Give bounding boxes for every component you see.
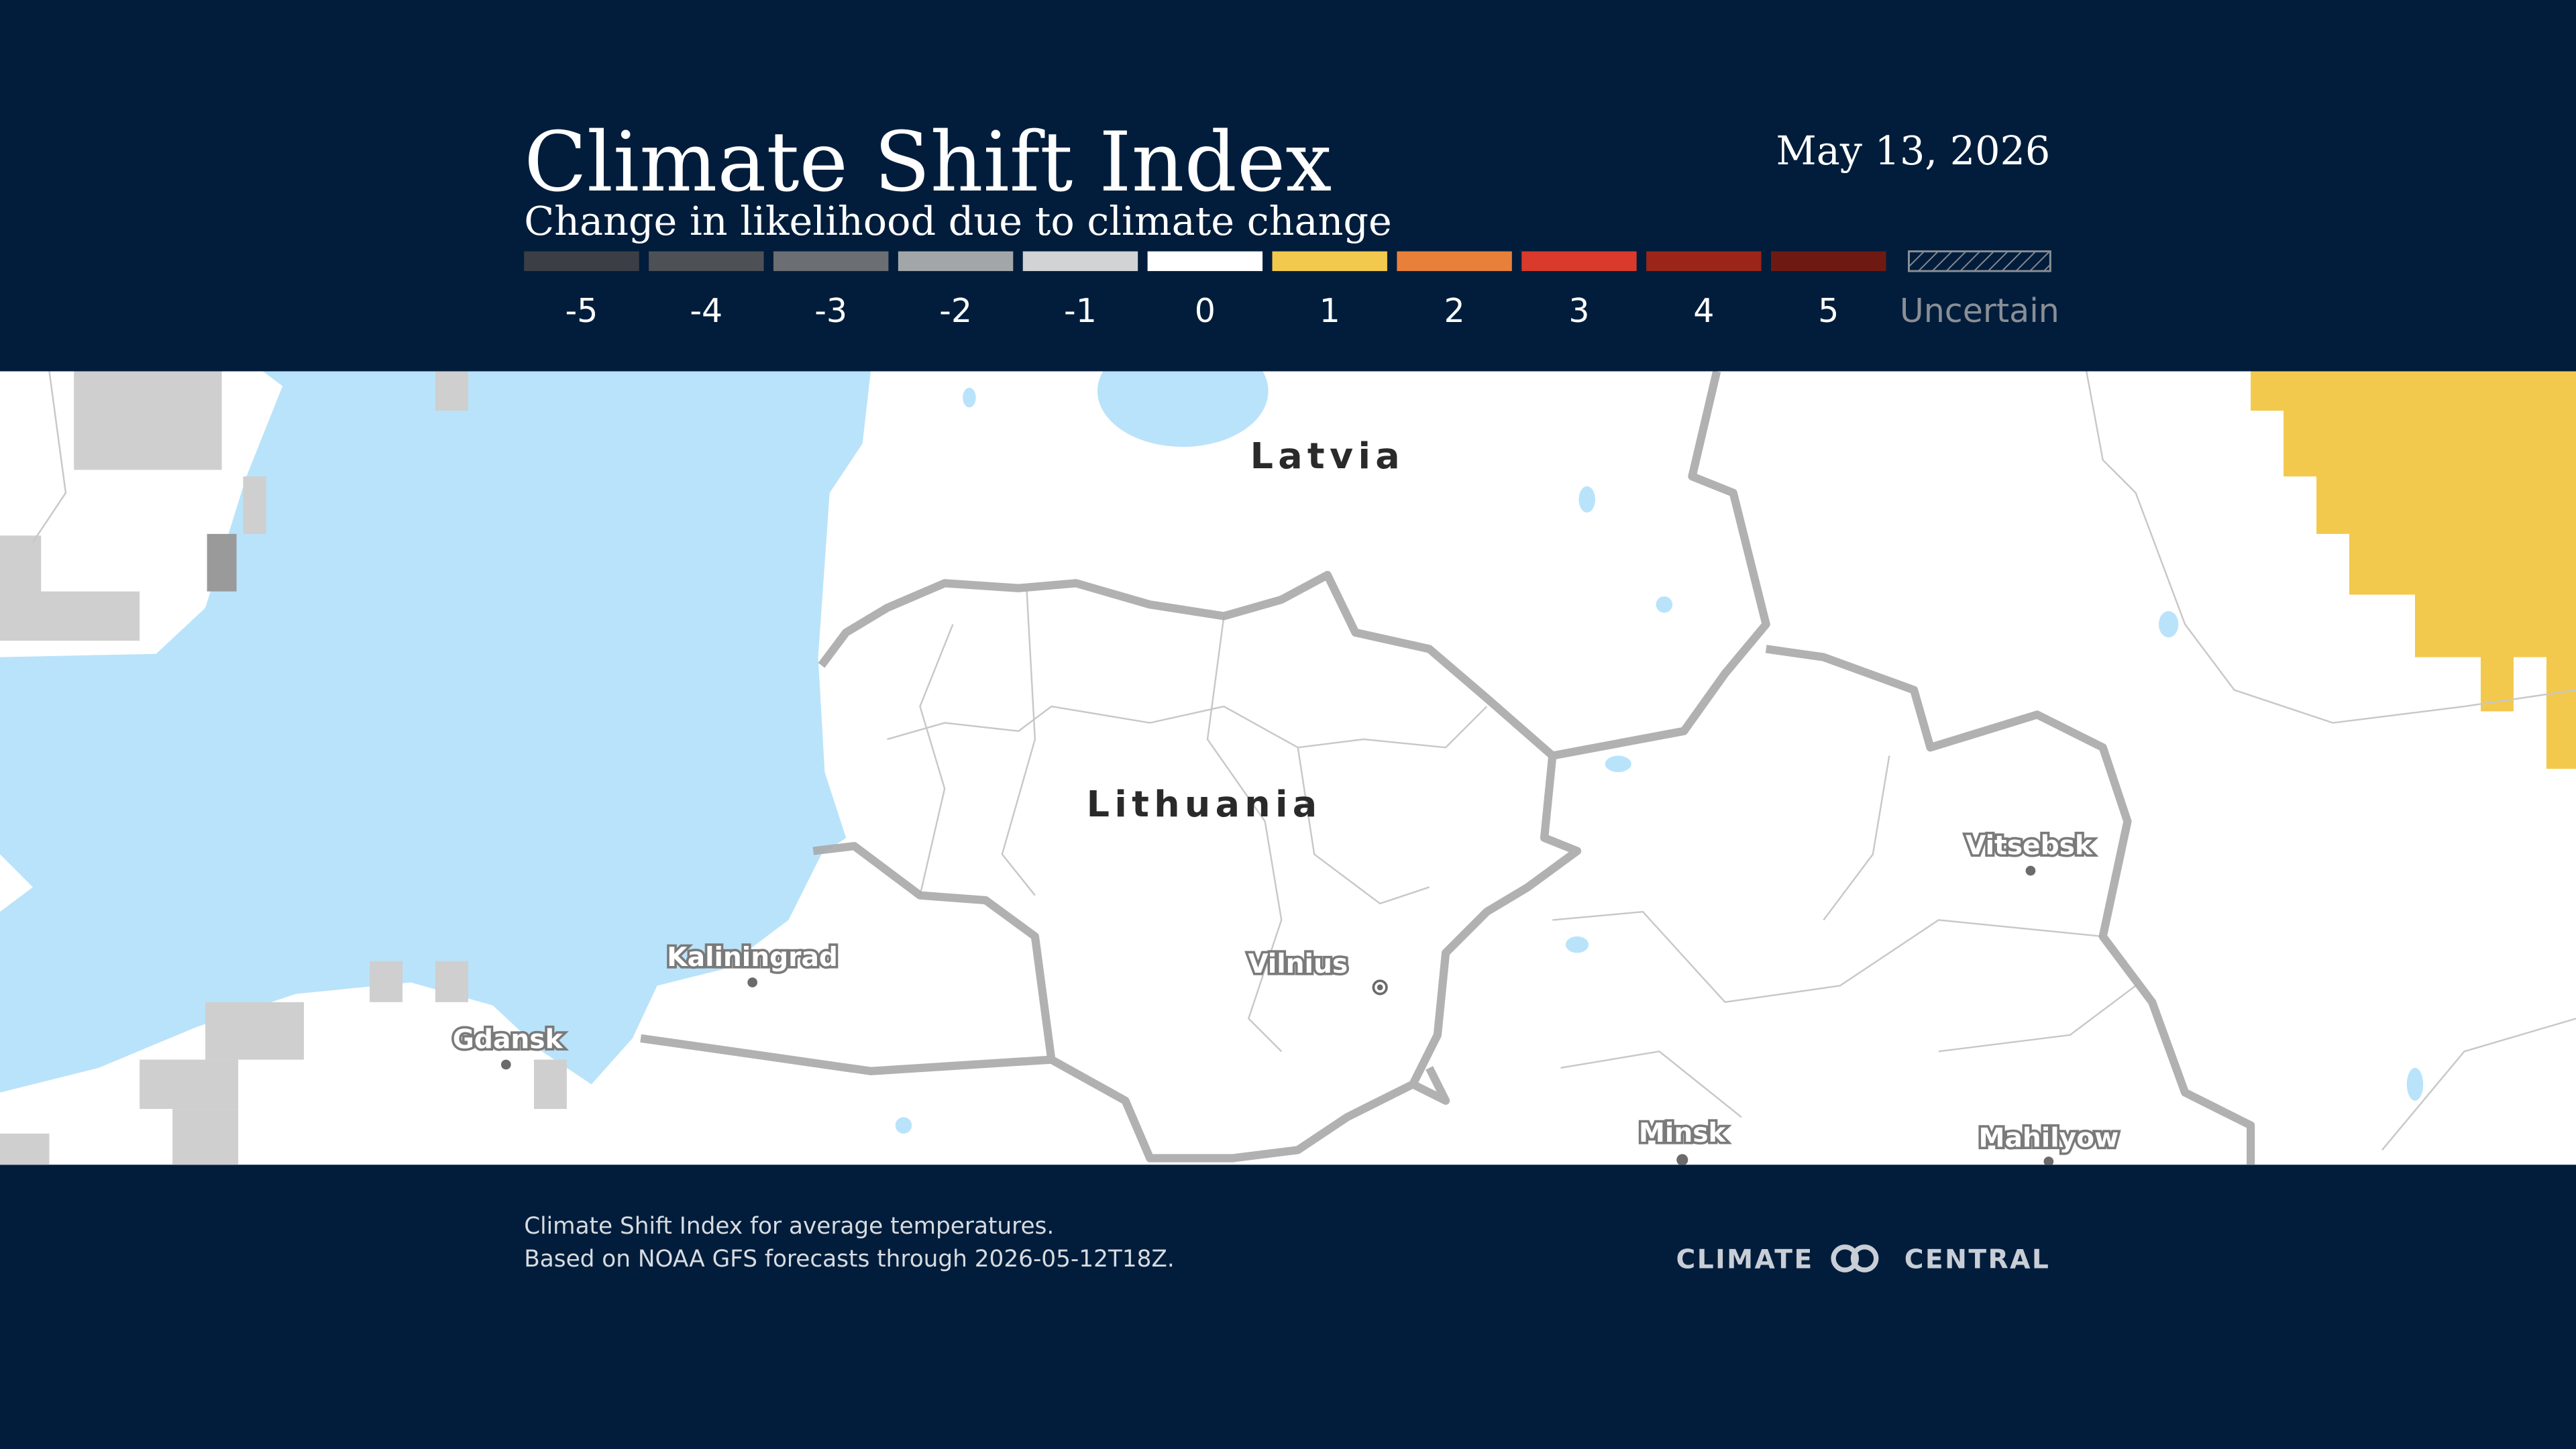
- legend-label: -3: [814, 292, 847, 330]
- city-label: Minsk: [1639, 1118, 1727, 1148]
- legend-swatch: [773, 251, 889, 272]
- legend-swatch: [1397, 251, 1512, 272]
- island: [0, 854, 33, 912]
- map: Latvia Lithuania Vilnius Kaliningrad Gda…: [0, 371, 2576, 1165]
- legend-swatch: [1521, 251, 1637, 272]
- logo-icon: [1850, 1244, 1879, 1273]
- title: Climate Shift Index: [524, 114, 1332, 210]
- grey-cells: [0, 371, 567, 1165]
- country-label: Latvia: [1250, 435, 1405, 477]
- legend-swatch: [1147, 251, 1263, 272]
- legend-swatch: [898, 251, 1014, 272]
- lakes: [895, 387, 2424, 1134]
- footer-line: Based on NOAA GFS forecasts through 2026…: [524, 1246, 1175, 1273]
- legend-label: 3: [1568, 292, 1589, 330]
- footer-line: Climate Shift Index for average temperat…: [524, 1213, 1054, 1240]
- legend-swatch: [524, 251, 639, 272]
- country-label: Lithuania: [1087, 783, 1322, 825]
- legend-label: -1: [1064, 292, 1097, 330]
- legend: -5 -4 -3 -2 -1 0 1 2 3 4 5 Uncertain: [524, 250, 2059, 330]
- legend-swatch: [649, 251, 764, 272]
- gulf-of-riga: [1097, 371, 1269, 447]
- legend-label: -5: [566, 292, 598, 330]
- legend-swatch: [1908, 250, 2051, 272]
- csi-area: [2251, 371, 2576, 769]
- logo-icon: [1831, 1244, 1860, 1273]
- legend-label: -4: [690, 292, 722, 330]
- legend-swatch: [1022, 251, 1138, 272]
- legend-label: 1: [1320, 292, 1340, 330]
- sea: [0, 371, 871, 1093]
- city-label: Vitsebsk: [1966, 830, 2093, 861]
- city-label: Mahilyow: [1978, 1123, 2118, 1153]
- city-dots: [500, 865, 2054, 1165]
- legend-label: 4: [1693, 292, 1714, 330]
- legend-label: 0: [1195, 292, 1216, 330]
- date: May 13, 2026: [1776, 127, 2051, 174]
- subtitle: Change in likelihood due to climate chan…: [524, 198, 1392, 244]
- city-label: Gdansk: [453, 1024, 564, 1055]
- city-label: Vilnius: [1248, 949, 1348, 979]
- country-borders: [640, 371, 2255, 1165]
- legend-swatch: [1646, 251, 1762, 272]
- legend-label: 2: [1444, 292, 1465, 330]
- legend-label: Uncertain: [1900, 292, 2059, 330]
- city-label: Kaliningrad: [667, 943, 838, 973]
- logo-text: CLIMATE: [1676, 1245, 1814, 1275]
- logo: CLIMATE CENTRAL: [1676, 1244, 2051, 1275]
- legend-label: 5: [1818, 292, 1839, 330]
- legend-label: -2: [939, 292, 972, 330]
- admin-boundaries: [32, 371, 2576, 1151]
- logo-text: CENTRAL: [1904, 1245, 2051, 1275]
- legend-swatch: [1272, 251, 1387, 272]
- legend-swatch: [1771, 251, 1886, 272]
